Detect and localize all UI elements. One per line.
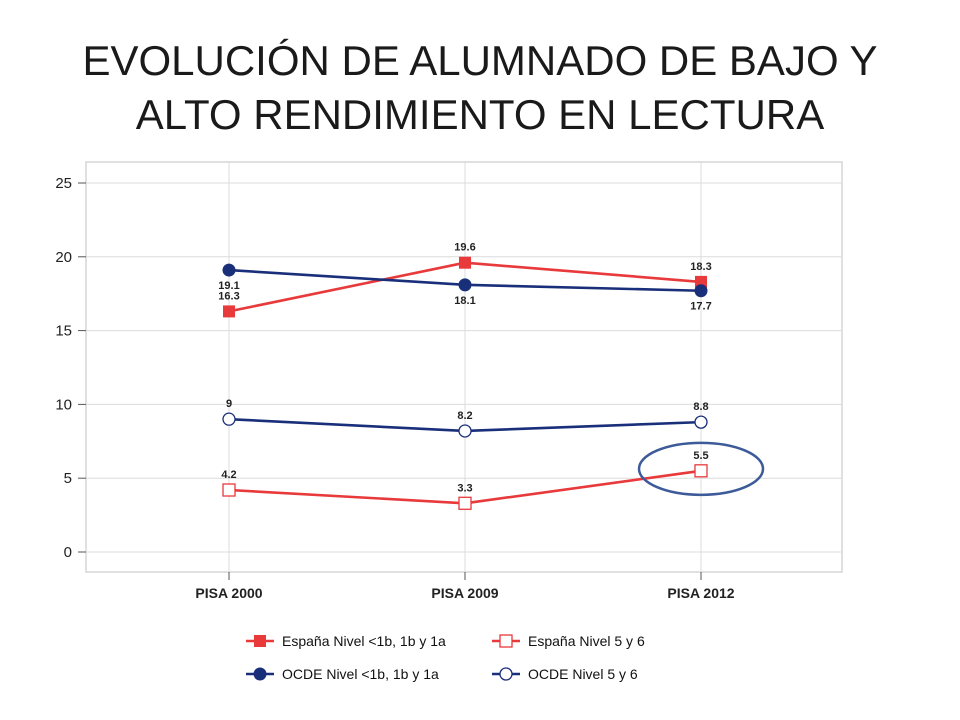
data-point [458, 424, 472, 438]
title-line-1: EVOLUCIÓN DE ALUMNADO DE BAJO Y [82, 37, 878, 84]
y-tick-label: 20 [55, 249, 72, 266]
data-label: 8.2 [457, 410, 472, 422]
legend-marker [499, 667, 513, 681]
data-label: 17.7 [690, 301, 711, 313]
data-label: 3.3 [457, 482, 472, 494]
legend-marker [254, 635, 266, 647]
data-point [695, 275, 707, 288]
data-label: 19.6 [454, 242, 475, 254]
data-point [222, 412, 236, 426]
data-point [694, 284, 708, 298]
legend-label: España Nivel 5 y 6 [528, 633, 645, 649]
data-point [222, 483, 236, 497]
legend-marker [499, 634, 513, 648]
data-label: 18.3 [690, 261, 711, 273]
x-tick-label: PISA 2012 [667, 585, 734, 601]
plot-frame [85, 161, 843, 573]
slide-title: EVOLUCIÓN DE ALUMNADO DE BAJO Y ALTO REN… [0, 34, 960, 142]
y-tick-label: 0 [64, 544, 72, 561]
data-label: 9 [226, 398, 232, 410]
data-label: 19.1 [218, 280, 239, 292]
data-label: 18.1 [454, 295, 475, 307]
data-point [459, 256, 471, 269]
legend-label: España Nivel <1b, 1b y 1a [282, 633, 446, 649]
data-label: 16.3 [218, 290, 239, 302]
x-tick-label: PISA 2000 [195, 585, 262, 601]
data-point [694, 415, 708, 429]
data-point [222, 263, 236, 277]
data-point [458, 278, 472, 292]
data-label: 8.8 [693, 401, 708, 413]
data-label: 5.5 [693, 450, 708, 462]
highlight-ellipse [637, 441, 765, 497]
legend-label: OCDE Nivel <1b, 1b y 1a [282, 666, 439, 682]
data-point [223, 305, 235, 318]
y-tick-label: 15 [55, 323, 72, 340]
data-point [458, 496, 472, 510]
legend-marker [253, 667, 267, 681]
data-label: 4.2 [221, 469, 236, 481]
title-line-2: ALTO RENDIMIENTO EN LECTURA [135, 91, 825, 138]
legend-label: OCDE Nivel 5 y 6 [528, 666, 638, 682]
y-tick-label: 5 [64, 470, 72, 487]
y-tick-label: 25 [55, 175, 72, 192]
data-point [694, 464, 708, 478]
x-tick-label: PISA 2009 [431, 585, 498, 601]
y-tick-label: 10 [55, 396, 72, 413]
